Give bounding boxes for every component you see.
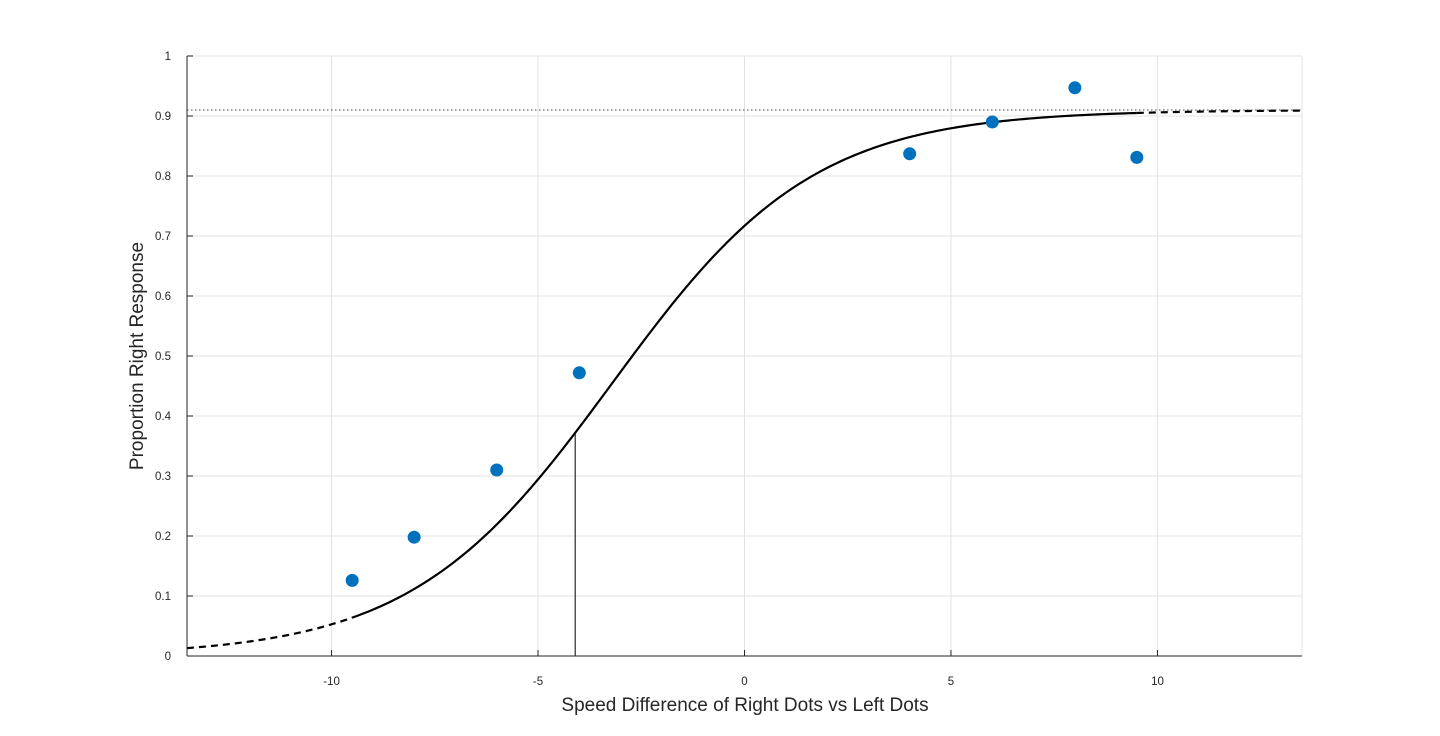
y-tick-label: 0.1 <box>155 591 171 603</box>
data-point <box>490 463 504 477</box>
y-tick-label: 1 <box>165 51 171 63</box>
y-tick-label: 0.9 <box>155 111 171 123</box>
x-axis-title: Speed Difference of Right Dots vs Left D… <box>561 695 928 716</box>
y-tick-label: 0.6 <box>155 291 171 303</box>
x-tick-label: -5 <box>533 676 543 688</box>
y-tick-label: 0.4 <box>155 411 172 423</box>
data-point <box>572 366 586 380</box>
x-tick-label: 0 <box>741 676 747 688</box>
x-tick-label: 10 <box>1151 676 1164 688</box>
y-axis-title: Proportion Right Response <box>127 242 148 470</box>
axes <box>186 56 1302 657</box>
x-tick-label: -10 <box>323 676 340 688</box>
fitted-curve-dashed-left <box>186 616 353 650</box>
fitted-curve-dashed-right <box>1136 109 1302 115</box>
y-tick-label: 0.3 <box>155 471 171 483</box>
y-tick-label: 0.7 <box>155 231 171 243</box>
data-point <box>1130 150 1144 164</box>
data-point <box>985 115 999 129</box>
y-tick-label: 0.2 <box>155 531 171 543</box>
y-tick-label: 0 <box>165 651 171 663</box>
tick-labels: 0 0.1 0.2 0.3 0.4 0.5 0.6 0.7 0.8 0.9 1 -10 -5 0 5 10 <box>155 51 1164 688</box>
y-tick-label: 0.5 <box>155 351 171 363</box>
x-tick-label: 5 <box>948 676 954 688</box>
data-point <box>1068 81 1082 95</box>
data-point <box>903 147 917 161</box>
data-points <box>345 81 1144 587</box>
fitted-curve <box>186 109 1302 650</box>
data-point <box>345 573 359 587</box>
y-tick-label: 0.8 <box>155 171 171 183</box>
grid-lines <box>187 55 1303 656</box>
fitted-curve-solid <box>351 111 1137 619</box>
data-point <box>407 530 421 544</box>
